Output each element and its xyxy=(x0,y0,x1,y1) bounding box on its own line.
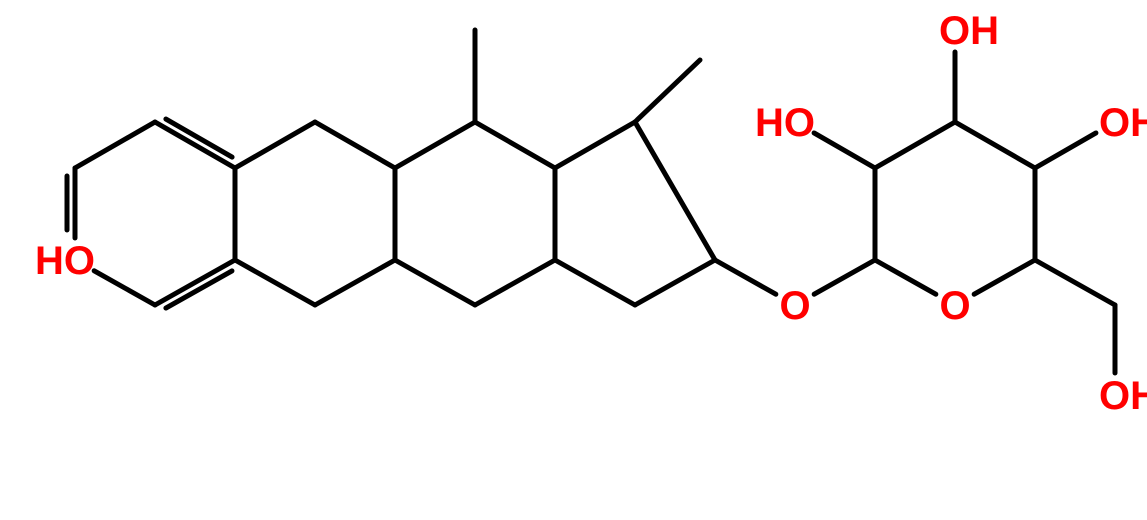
atom-label: O xyxy=(779,284,810,328)
bond xyxy=(166,271,232,308)
atom-label: HO xyxy=(35,239,95,283)
bond xyxy=(1035,260,1115,305)
bond xyxy=(75,122,155,168)
bond xyxy=(875,122,955,168)
atom-label: O xyxy=(939,284,970,328)
bond xyxy=(814,260,875,294)
bond xyxy=(395,260,475,305)
bond xyxy=(555,260,635,305)
atom-label: HO xyxy=(755,101,815,145)
bond xyxy=(715,260,776,294)
bond xyxy=(475,122,555,168)
bond xyxy=(635,60,700,122)
bond xyxy=(814,133,875,168)
bond xyxy=(555,122,635,168)
bond xyxy=(974,260,1035,294)
bond xyxy=(1035,133,1096,168)
bond xyxy=(395,122,475,168)
bond xyxy=(315,260,395,305)
bond xyxy=(235,260,315,305)
bond xyxy=(635,122,715,260)
molecule-canvas: HO O O OH HO OH OH xyxy=(0,0,1147,520)
bond xyxy=(94,271,155,305)
bond xyxy=(315,122,395,168)
bond xyxy=(155,122,235,168)
atom-label: OH xyxy=(1099,374,1147,418)
bond xyxy=(235,122,315,168)
atom-label: OH xyxy=(939,9,999,53)
bond xyxy=(166,119,232,157)
bond xyxy=(155,260,235,305)
bond xyxy=(955,122,1035,168)
atom-label: OH xyxy=(1099,101,1147,145)
bond xyxy=(875,260,936,294)
bond xyxy=(475,260,555,305)
bond xyxy=(635,260,715,305)
